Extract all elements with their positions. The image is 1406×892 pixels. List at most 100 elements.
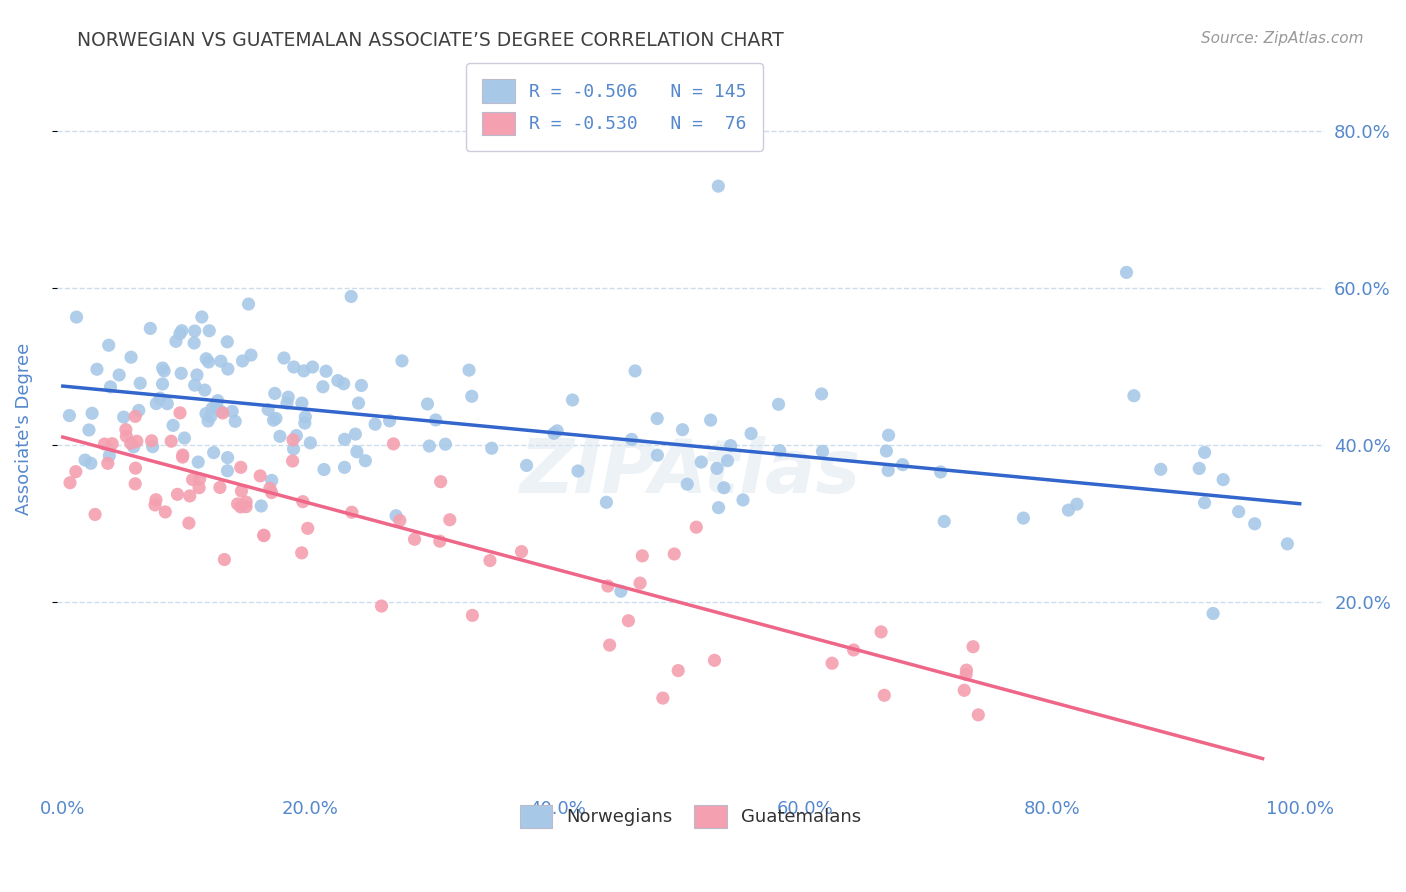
Point bbox=[269, 429, 291, 443]
Point bbox=[699, 413, 721, 427]
Point bbox=[166, 487, 188, 501]
Point bbox=[1057, 503, 1080, 517]
Point bbox=[214, 552, 236, 566]
Point bbox=[65, 465, 87, 479]
Point bbox=[461, 389, 484, 403]
Point bbox=[347, 396, 370, 410]
Point bbox=[97, 456, 120, 470]
Point bbox=[1150, 462, 1173, 476]
Point bbox=[326, 374, 349, 388]
Point bbox=[877, 463, 900, 477]
Point bbox=[645, 411, 668, 425]
Point bbox=[108, 368, 131, 382]
Point bbox=[169, 406, 191, 420]
Point bbox=[260, 474, 283, 488]
Point bbox=[595, 495, 617, 509]
Point bbox=[221, 404, 243, 418]
Point bbox=[720, 439, 742, 453]
Point bbox=[202, 445, 225, 459]
Point bbox=[231, 354, 253, 368]
Point bbox=[77, 423, 100, 437]
Point bbox=[418, 439, 440, 453]
Point bbox=[188, 481, 211, 495]
Point bbox=[194, 383, 217, 397]
Point bbox=[731, 492, 754, 507]
Point bbox=[934, 515, 956, 529]
Point bbox=[1122, 389, 1144, 403]
Point bbox=[143, 498, 166, 512]
Point bbox=[259, 482, 281, 496]
Point bbox=[617, 614, 640, 628]
Point bbox=[283, 359, 305, 374]
Point bbox=[690, 455, 713, 469]
Point bbox=[187, 455, 209, 469]
Point bbox=[340, 289, 363, 303]
Point bbox=[172, 448, 194, 462]
Point bbox=[1194, 445, 1216, 459]
Legend: Norwegians, Guatemalans: Norwegians, Guatemalans bbox=[512, 797, 869, 835]
Text: Source: ZipAtlas.com: Source: ZipAtlas.com bbox=[1201, 31, 1364, 46]
Point bbox=[195, 351, 218, 366]
Point bbox=[416, 397, 439, 411]
Point bbox=[332, 376, 354, 391]
Point bbox=[1212, 473, 1234, 487]
Point bbox=[599, 638, 621, 652]
Point bbox=[82, 406, 104, 420]
Point bbox=[768, 397, 790, 411]
Point bbox=[567, 464, 589, 478]
Point bbox=[620, 433, 643, 447]
Point bbox=[631, 549, 654, 563]
Point bbox=[382, 437, 405, 451]
Point bbox=[610, 584, 633, 599]
Point bbox=[706, 461, 728, 475]
Point bbox=[177, 516, 200, 530]
Point bbox=[370, 599, 392, 613]
Point bbox=[478, 553, 501, 567]
Point bbox=[101, 436, 124, 450]
Point bbox=[200, 409, 222, 424]
Point bbox=[707, 500, 730, 515]
Point bbox=[821, 657, 844, 671]
Point bbox=[292, 364, 315, 378]
Point bbox=[297, 521, 319, 535]
Point bbox=[647, 448, 669, 462]
Point bbox=[1277, 537, 1299, 551]
Point bbox=[120, 436, 142, 450]
Point bbox=[291, 494, 314, 508]
Point bbox=[93, 437, 115, 451]
Point bbox=[122, 440, 145, 454]
Point bbox=[211, 406, 233, 420]
Point bbox=[152, 361, 174, 376]
Point bbox=[962, 640, 984, 654]
Point bbox=[1194, 496, 1216, 510]
Point bbox=[198, 324, 221, 338]
Point bbox=[98, 449, 121, 463]
Point bbox=[281, 433, 304, 447]
Text: NORWEGIAN VS GUATEMALAN ASSOCIATE’S DEGREE CORRELATION CHART: NORWEGIAN VS GUATEMALAN ASSOCIATE’S DEGR… bbox=[77, 31, 785, 50]
Point bbox=[170, 366, 193, 380]
Point bbox=[664, 547, 686, 561]
Point bbox=[100, 380, 122, 394]
Point bbox=[301, 359, 323, 374]
Point bbox=[294, 409, 316, 424]
Point bbox=[65, 310, 87, 324]
Point bbox=[425, 413, 447, 427]
Point bbox=[340, 505, 363, 519]
Point bbox=[253, 528, 276, 542]
Point bbox=[461, 608, 484, 623]
Point bbox=[231, 483, 253, 498]
Point bbox=[160, 434, 183, 449]
Point bbox=[235, 495, 257, 509]
Point bbox=[149, 391, 172, 405]
Point bbox=[1227, 505, 1250, 519]
Point bbox=[172, 450, 194, 464]
Point bbox=[139, 321, 162, 335]
Point bbox=[769, 443, 792, 458]
Point bbox=[953, 683, 976, 698]
Point bbox=[285, 428, 308, 442]
Point bbox=[596, 579, 619, 593]
Point bbox=[125, 434, 148, 449]
Point bbox=[115, 429, 138, 443]
Point bbox=[169, 326, 191, 341]
Point bbox=[120, 350, 142, 364]
